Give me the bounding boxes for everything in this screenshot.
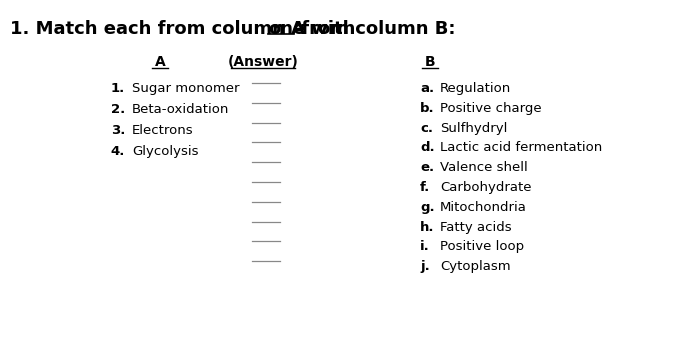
Text: b.: b.	[420, 102, 435, 115]
Text: Valence shell: Valence shell	[440, 161, 528, 174]
Text: j.: j.	[420, 260, 430, 273]
Text: Sugar monomer: Sugar monomer	[132, 82, 239, 95]
Text: Carbohydrate: Carbohydrate	[440, 181, 531, 194]
Text: 4.: 4.	[111, 145, 125, 158]
Text: Sulfhydryl: Sulfhydryl	[440, 122, 508, 135]
Text: Glycolysis: Glycolysis	[132, 145, 199, 158]
Text: 1. Match each from column A with: 1. Match each from column A with	[10, 20, 362, 38]
Text: from column B:: from column B:	[295, 20, 456, 38]
Text: 1.: 1.	[111, 82, 125, 95]
Text: Electrons: Electrons	[132, 124, 194, 137]
Text: Mitochondria: Mitochondria	[440, 201, 527, 214]
Text: a.: a.	[420, 82, 434, 95]
Text: Fatty acids: Fatty acids	[440, 221, 512, 234]
Text: one: one	[268, 20, 305, 38]
Text: e.: e.	[420, 161, 434, 174]
Text: Positive charge: Positive charge	[440, 102, 542, 115]
Text: Cytoplasm: Cytoplasm	[440, 260, 510, 273]
Text: Positive loop: Positive loop	[440, 240, 524, 254]
Text: A: A	[155, 55, 165, 69]
Text: c.: c.	[420, 122, 433, 135]
Text: 2.: 2.	[111, 103, 125, 116]
Text: Regulation: Regulation	[440, 82, 511, 95]
Text: g.: g.	[420, 201, 435, 214]
Text: B: B	[425, 55, 435, 69]
Text: Lactic acid fermentation: Lactic acid fermentation	[440, 141, 602, 154]
Text: Beta-oxidation: Beta-oxidation	[132, 103, 230, 116]
Text: 3.: 3.	[111, 124, 125, 137]
Text: (Answer): (Answer)	[228, 55, 298, 69]
Text: h.: h.	[420, 221, 435, 234]
Text: f.: f.	[420, 181, 430, 194]
Text: i.: i.	[420, 240, 430, 254]
Text: d.: d.	[420, 141, 435, 154]
